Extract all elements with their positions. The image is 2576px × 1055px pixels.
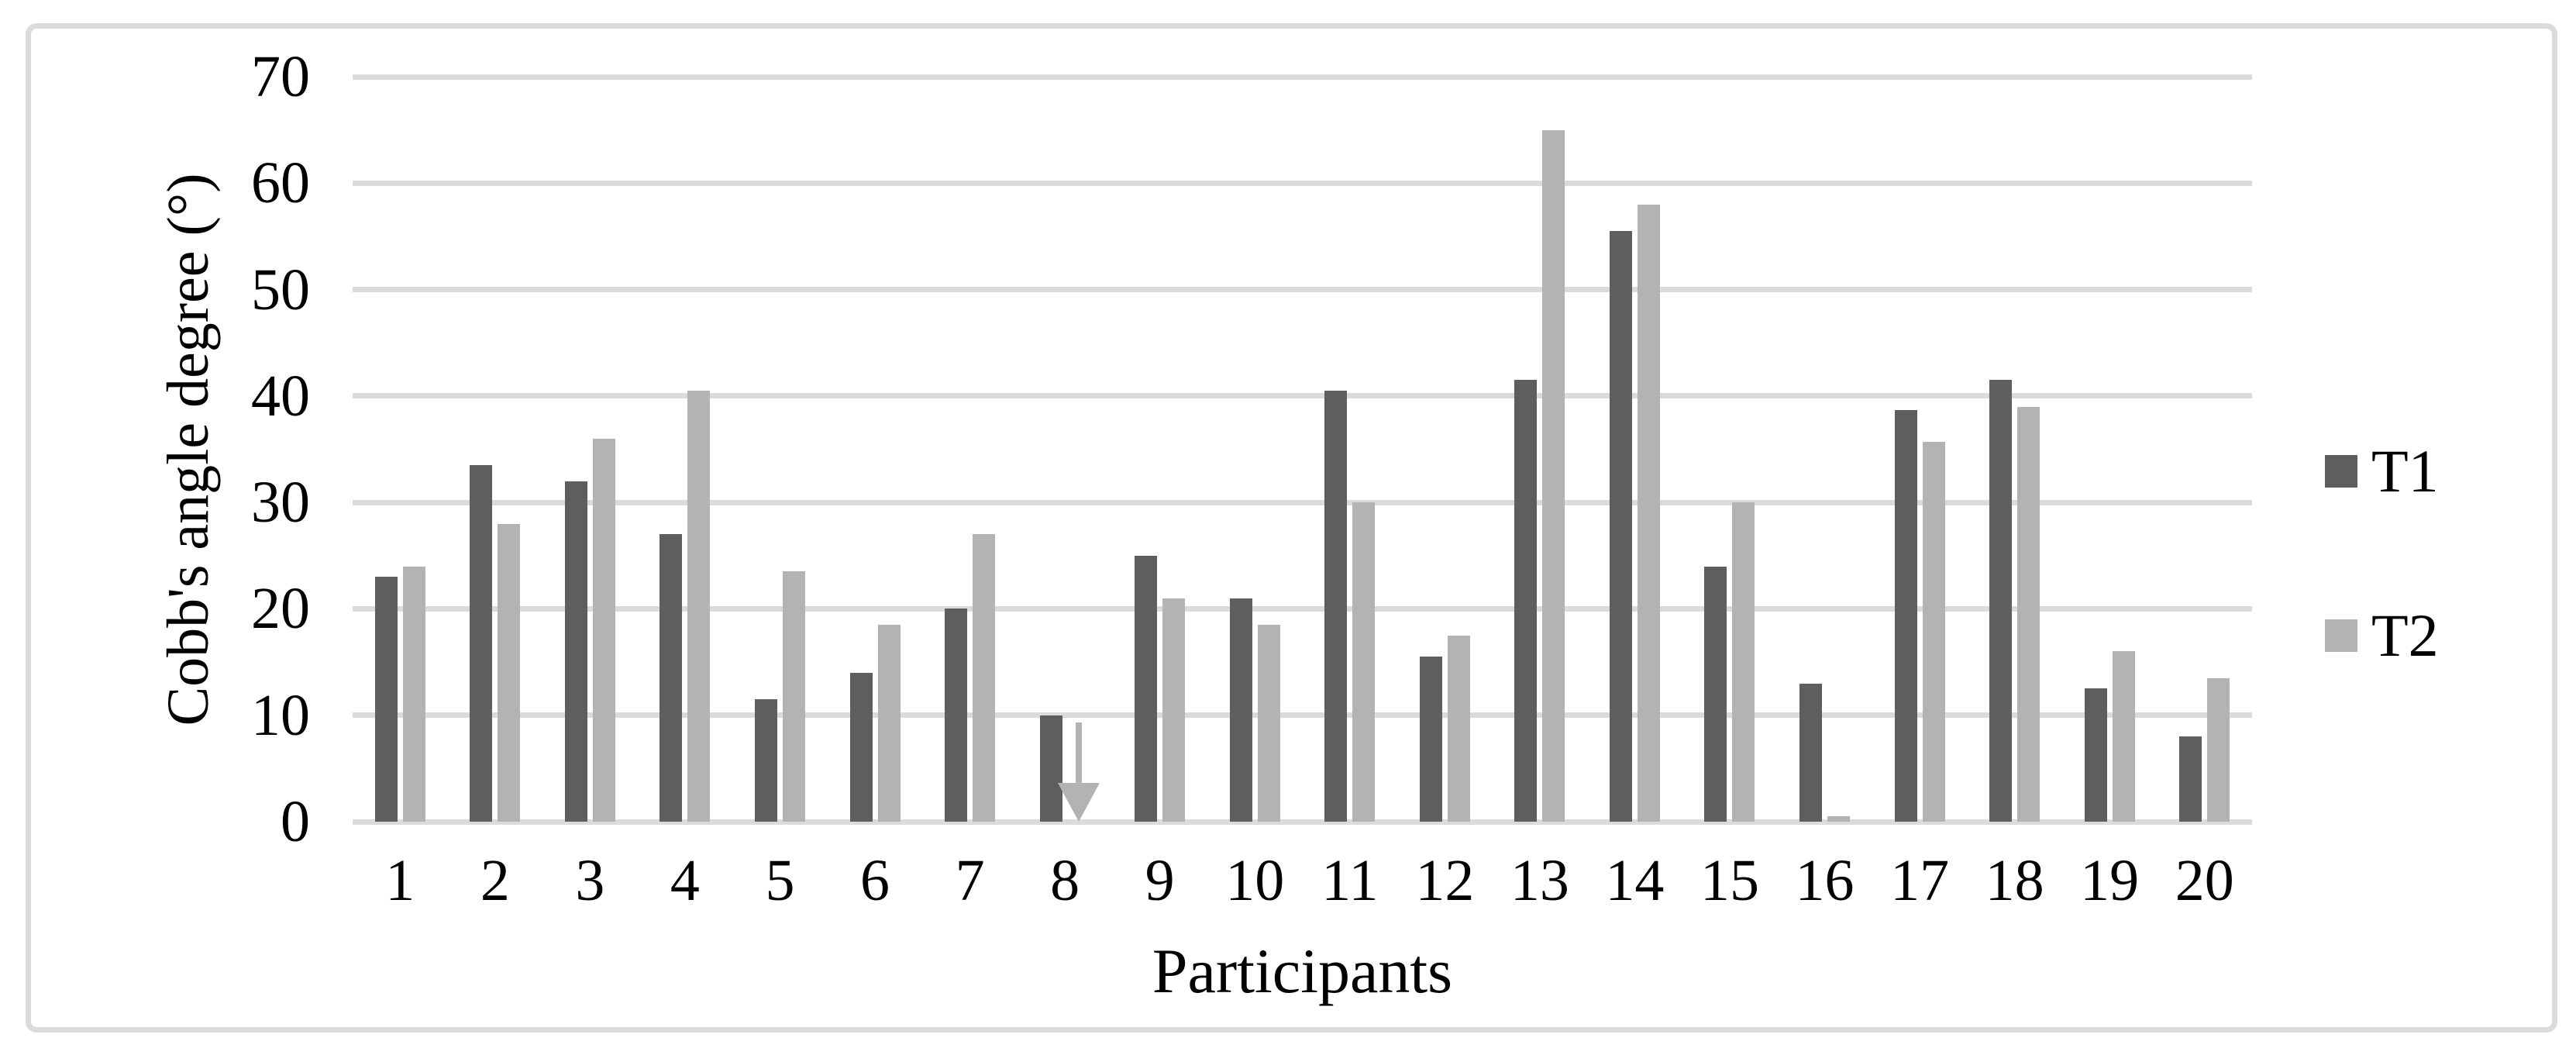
x-tick-label-3: 3 xyxy=(575,848,605,913)
bar-t2-participant-16 xyxy=(1827,816,1851,822)
x-tick-label-19: 19 xyxy=(2080,848,2140,913)
legend-entry-t2: T2 xyxy=(2325,605,2439,666)
x-tick-label-18: 18 xyxy=(1985,848,2044,913)
x-tick-label-9: 9 xyxy=(1145,848,1175,913)
bar-t1-participant-17 xyxy=(1894,409,1917,822)
x-tick-label-12: 12 xyxy=(1415,848,1475,913)
y-tick-label-0: 0 xyxy=(281,789,310,854)
x-tick-label-14: 14 xyxy=(1605,848,1665,913)
x-tick-label-16: 16 xyxy=(1795,848,1855,913)
bar-t1-participant-9 xyxy=(1135,555,1158,822)
gridline-20 xyxy=(353,605,2252,612)
y-axis-title: Cobb's angle degree (°) xyxy=(156,173,221,726)
gridline-30 xyxy=(353,499,2252,505)
bar-t1-participant-18 xyxy=(1989,380,2013,822)
y-tick-label-30: 30 xyxy=(251,470,310,536)
bar-t2-participant-17 xyxy=(1922,441,1945,822)
gridline-50 xyxy=(353,287,2252,293)
x-tick-label-13: 13 xyxy=(1510,848,1569,913)
bar-t2-participant-12 xyxy=(1447,635,1470,822)
bar-t1-participant-4 xyxy=(659,534,683,822)
plot-area xyxy=(353,74,2252,825)
x-tick-label-10: 10 xyxy=(1225,848,1285,913)
bar-t1-participant-16 xyxy=(1799,683,1823,822)
bar-t2-participant-5 xyxy=(782,571,805,822)
bar-t2-participant-3 xyxy=(592,438,615,822)
bar-t1-participant-19 xyxy=(2084,688,2107,822)
legend-label-t2: T2 xyxy=(2371,602,2439,669)
bar-t1-participant-14 xyxy=(1609,231,1632,822)
x-tick-label-5: 5 xyxy=(765,848,795,913)
x-tick-label-8: 8 xyxy=(1050,848,1080,913)
bar-t1-participant-2 xyxy=(470,465,493,822)
y-tick-label-50: 50 xyxy=(251,257,310,322)
bar-t1-participant-11 xyxy=(1324,391,1348,822)
y-tick-label-60: 60 xyxy=(251,150,310,216)
x-axis-title: Participants xyxy=(1152,936,1453,1006)
bar-t1-participant-13 xyxy=(1514,380,1538,822)
x-tick-label-15: 15 xyxy=(1700,848,1759,913)
bar-t1-participant-3 xyxy=(564,481,587,822)
gridline-60 xyxy=(353,180,2252,186)
bar-t2-participant-7 xyxy=(973,534,996,822)
bar-t2-participant-10 xyxy=(1257,625,1280,822)
x-tick-label-17: 17 xyxy=(1890,848,1950,913)
bar-t1-participant-10 xyxy=(1229,598,1252,822)
bar-t1-participant-6 xyxy=(849,672,873,822)
x-tick-label-4: 4 xyxy=(670,848,700,913)
gridline-0 xyxy=(353,819,2252,825)
y-tick-label-20: 20 xyxy=(251,576,310,642)
bar-t2-participant-4 xyxy=(687,391,711,822)
bar-t2-participant-15 xyxy=(1732,502,1755,822)
gridline-10 xyxy=(353,712,2252,719)
y-tick-label-40: 40 xyxy=(251,363,310,429)
bar-t2-participant-6 xyxy=(877,625,901,822)
gridline-40 xyxy=(353,393,2252,399)
down-arrow-stem xyxy=(1076,722,1083,783)
bar-t2-participant-11 xyxy=(1352,502,1376,822)
bar-t1-participant-20 xyxy=(2179,736,2202,822)
bar-t2-participant-18 xyxy=(2017,406,2040,822)
y-tick-label-10: 10 xyxy=(251,682,310,748)
gridline-70 xyxy=(353,74,2252,80)
bar-t2-participant-1 xyxy=(402,566,425,822)
x-tick-label-20: 20 xyxy=(2175,848,2234,913)
x-tick-label-1: 1 xyxy=(385,848,415,913)
bar-t2-participant-9 xyxy=(1162,598,1186,822)
bar-t1-participant-7 xyxy=(945,609,968,822)
legend-entry-t1: T1 xyxy=(2325,441,2439,502)
legend-label-t1: T1 xyxy=(2371,437,2439,505)
legend-swatch-t2 xyxy=(2325,619,2357,652)
bar-t2-participant-13 xyxy=(1542,129,1565,822)
bar-t1-participant-1 xyxy=(374,577,398,822)
bar-t2-participant-19 xyxy=(2112,651,2135,822)
bar-t2-participant-14 xyxy=(1637,204,1660,822)
down-arrow-annotation-participant-8 xyxy=(1058,722,1100,822)
figure-border xyxy=(26,23,2557,1033)
bar-t1-participant-12 xyxy=(1419,657,1442,822)
y-tick-label-70: 70 xyxy=(251,44,310,109)
down-arrow-head xyxy=(1058,783,1100,822)
bar-t2-participant-20 xyxy=(2207,677,2230,822)
bar-t1-participant-15 xyxy=(1704,566,1727,822)
bar-t2-participant-2 xyxy=(498,523,521,822)
x-tick-label-7: 7 xyxy=(955,848,985,913)
bar-t1-participant-5 xyxy=(754,699,777,822)
x-tick-label-11: 11 xyxy=(1321,848,1379,913)
x-tick-label-6: 6 xyxy=(860,848,890,913)
legend-swatch-t1 xyxy=(2325,455,2357,488)
x-tick-label-2: 2 xyxy=(480,848,510,913)
